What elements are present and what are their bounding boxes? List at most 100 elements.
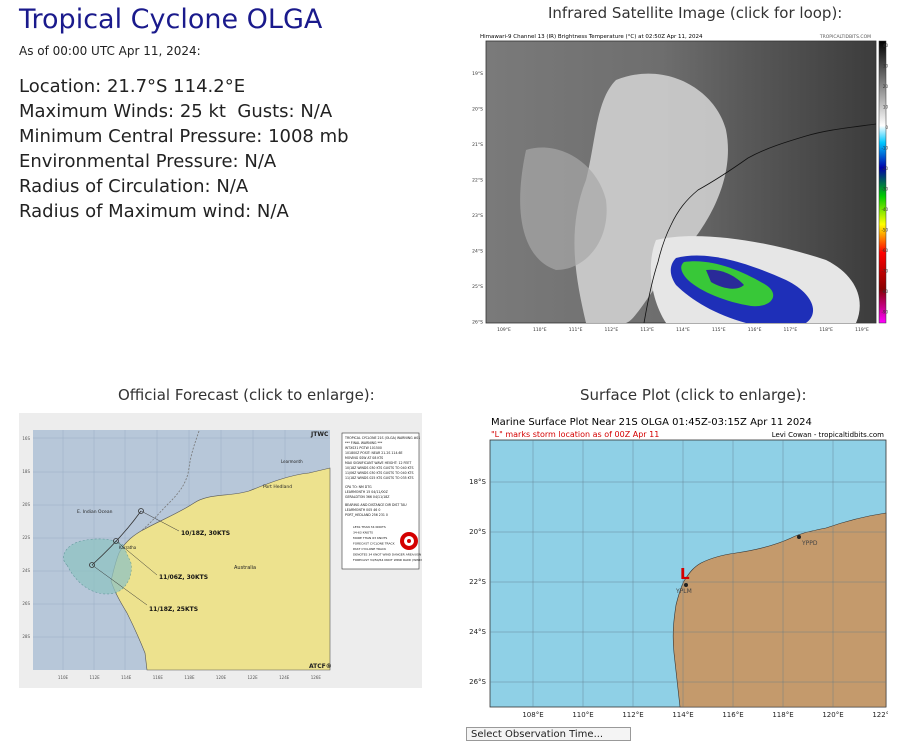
lon-tick-label: 111°E <box>569 327 583 333</box>
scale-tick-label: 0 <box>885 125 888 130</box>
stat-value: N/A <box>244 151 277 172</box>
bearing-line: PORT_HEDLAND 256 231 0 <box>345 513 388 517</box>
warning-line: 11/18Z WINDS 025 KTS GUSTS TO 035 KTS <box>345 476 413 480</box>
scale-tick-label: -60 <box>881 248 888 253</box>
lat-tick-label: 26S <box>22 601 30 606</box>
stat-value: N/A <box>256 201 289 222</box>
scale-tick-label: -10 <box>881 146 888 151</box>
lat-tick-label: 24S <box>22 568 30 573</box>
scale-tick-label: 30 <box>883 64 888 69</box>
stat-label: Radius of Maximum wind: <box>19 201 252 222</box>
lon-tick-label: 110°E <box>533 327 547 333</box>
stat-value: N/A <box>216 176 249 197</box>
lon-tick-label: 124E <box>279 675 290 680</box>
satellite-header: Himawari-9 Channel 13 (IR) Brightness Te… <box>480 34 871 40</box>
forecast-lat-labels: 16S 18S 20S 22S 24S 26S 28S <box>22 436 30 639</box>
satellite-header-text: Himawari-9 Channel 13 (IR) Brightness Te… <box>480 34 703 40</box>
stat-max-winds: Maximum Winds: 25 kt Gusts: N/A <box>19 101 332 122</box>
scale-tick-label: -70 <box>881 269 888 274</box>
surface-caption: Surface Plot (click to enlarge): <box>580 386 807 404</box>
surface-lon-labels: 108°E 110°E 112°E 114°E 116°E 118°E 120°E 122°E <box>522 711 888 719</box>
atcf-label: ATCF® <box>309 663 332 670</box>
satellite-image-link[interactable]: Himawari-9 Channel 13 (IR) Brightness Te… <box>466 30 888 338</box>
scale-tick-label: 20 <box>883 84 888 89</box>
lon-tick-label: 115°E <box>712 327 726 333</box>
town-label: Port Hedland <box>263 484 292 490</box>
lon-tick-label: 116°E <box>722 711 743 719</box>
as-of-timestamp: As of 00:00 UTC Apr 11, 2024: <box>19 44 201 58</box>
lat-tick-label: 18S <box>22 469 30 474</box>
lat-tick-label: 19°S <box>472 71 483 77</box>
lat-tick-label: 20°S <box>469 528 486 536</box>
stat-location: Location: 21.7°S 114.2°E <box>19 76 245 97</box>
stat-label: Location: <box>19 76 102 97</box>
lon-tick-label: 118E <box>184 675 195 680</box>
satellite-lon-labels: 109°E 110°E 111°E 112°E 113°E 114°E 115°E 116°E… <box>497 327 869 333</box>
station-label: YPLM <box>675 588 692 595</box>
lat-tick-label: 26°S <box>469 678 486 686</box>
lon-tick-label: 120E <box>216 675 227 680</box>
surface-subtitle: "L" marks storm location as of 00Z Apr 1… <box>491 430 659 439</box>
lat-tick-label: 21°S <box>472 142 483 148</box>
surface-plot-link[interactable]: Marine Surface Plot Near 21S OLGA 01:45Z… <box>466 413 888 720</box>
surface-lat-labels: 18°S 20°S 22°S 24°S 26°S <box>469 478 486 686</box>
lon-tick-label: 122E <box>248 675 259 680</box>
lat-tick-label: 18°S <box>469 478 486 486</box>
lat-tick-label: 20°S <box>472 107 483 113</box>
cpa-line: CPA TO: NM DTG <box>345 485 372 489</box>
forecast-point-2: 11/06Z, 30KTS <box>159 574 208 581</box>
cpa-line: LEARMONTH 15 04/11/00Z <box>345 490 389 494</box>
lat-tick-label: 22°S <box>469 578 486 586</box>
lon-tick-label: 112°E <box>622 711 643 719</box>
lon-tick-label: 117°E <box>784 327 798 333</box>
satellite-lat-labels: 19°S 20°S 21°S 22°S 23°S 24°S 25°S 26°S <box>472 71 483 326</box>
lat-tick-label: 25°S <box>472 284 483 290</box>
lon-tick-label: 118°E <box>819 327 833 333</box>
observation-time-select[interactable]: Select Observation Time... <box>466 727 631 741</box>
forecast-point-1: 10/18Z, 30KTS <box>181 530 230 537</box>
lat-tick-label: 22S <box>22 535 30 540</box>
lon-tick-label: 112°E <box>605 327 619 333</box>
lon-tick-label: 116E <box>153 675 164 680</box>
country-label: Australia <box>234 565 256 571</box>
warning-line: 10/18Z WINDS 030 KTS GUSTS TO 040 KTS <box>345 466 413 470</box>
lon-tick-label: 108°E <box>522 711 543 719</box>
forecast-image-link[interactable]: 10/18Z, 30KTS 11/06Z, 30KTS 11/18Z, 25KT… <box>19 413 422 688</box>
legend-entry: 34-63 KNOTS <box>353 531 373 535</box>
lon-tick-label: 116°E <box>748 327 762 333</box>
scale-tick-label: -80 <box>881 289 888 294</box>
scale-tick-label: -20 <box>881 166 888 171</box>
stat-label: Radius of Circulation: <box>19 176 211 197</box>
satellite-image: Himawari-9 Channel 13 (IR) Brightness Te… <box>466 30 888 338</box>
lon-tick-label: 114E <box>121 675 132 680</box>
warning-line: TROPICAL CYCLONE 21S (OLGA) WARNING #01 <box>344 436 420 440</box>
lon-tick-label: 110E <box>58 675 69 680</box>
town-label: Karratha <box>119 545 137 550</box>
forecast-caption: Official Forecast (click to enlarge): <box>118 386 375 404</box>
stat-radius-circulation: Radius of Circulation: N/A <box>19 176 248 197</box>
warning-line: 101800Z POSIT: NEAR 21.2S 114.6E <box>345 451 403 455</box>
satellite-credit: TROPICALTIDBITS.COM <box>819 34 871 40</box>
scale-tick-label: -30 <box>881 187 888 192</box>
lon-tick-label: 120°E <box>822 711 843 719</box>
lat-tick-label: 16S <box>22 436 30 441</box>
surface-plot: Marine Surface Plot Near 21S OLGA 01:45Z… <box>466 413 888 720</box>
lon-tick-label: 126E <box>311 675 322 680</box>
lat-tick-label: 28S <box>22 634 30 639</box>
warning-text: TROPICAL CYCLONE 21S (OLGA) WARNING #01*… <box>344 436 420 480</box>
bearing-text: BEARING AND DISTANCE DIR DIST TAULEARMON… <box>345 503 407 517</box>
lon-tick-label: 112E <box>90 675 101 680</box>
legend-entry: FORECAST CYCLONE TRACK <box>353 542 396 546</box>
lon-tick-label: 122°E <box>872 711 888 719</box>
surface-title: Marine Surface Plot Near 21S OLGA 01:45Z… <box>491 417 812 428</box>
storm-location-marker: L <box>680 565 690 583</box>
lon-tick-label: 119°E <box>855 327 869 333</box>
satellite-caption: Infrared Satellite Image (click for loop… <box>548 4 843 22</box>
station-label: YPPD <box>801 540 818 547</box>
legend-entry: MORE THAN 63 KNOTS <box>353 536 387 540</box>
warning-line: MAX SIGNIFICANT WAVE HEIGHT: 12 FEET <box>345 461 411 465</box>
page-title: Tropical Cyclone OLGA <box>19 4 323 35</box>
stat-value: 21.7°S 114.2°E <box>106 76 246 97</box>
satellite-scale-labels: 40 30 20 10 0 -10 -20 -30 -40 -50 -60 -70 -80 -90 <box>881 43 888 315</box>
scale-tick-label: 40 <box>883 43 888 48</box>
